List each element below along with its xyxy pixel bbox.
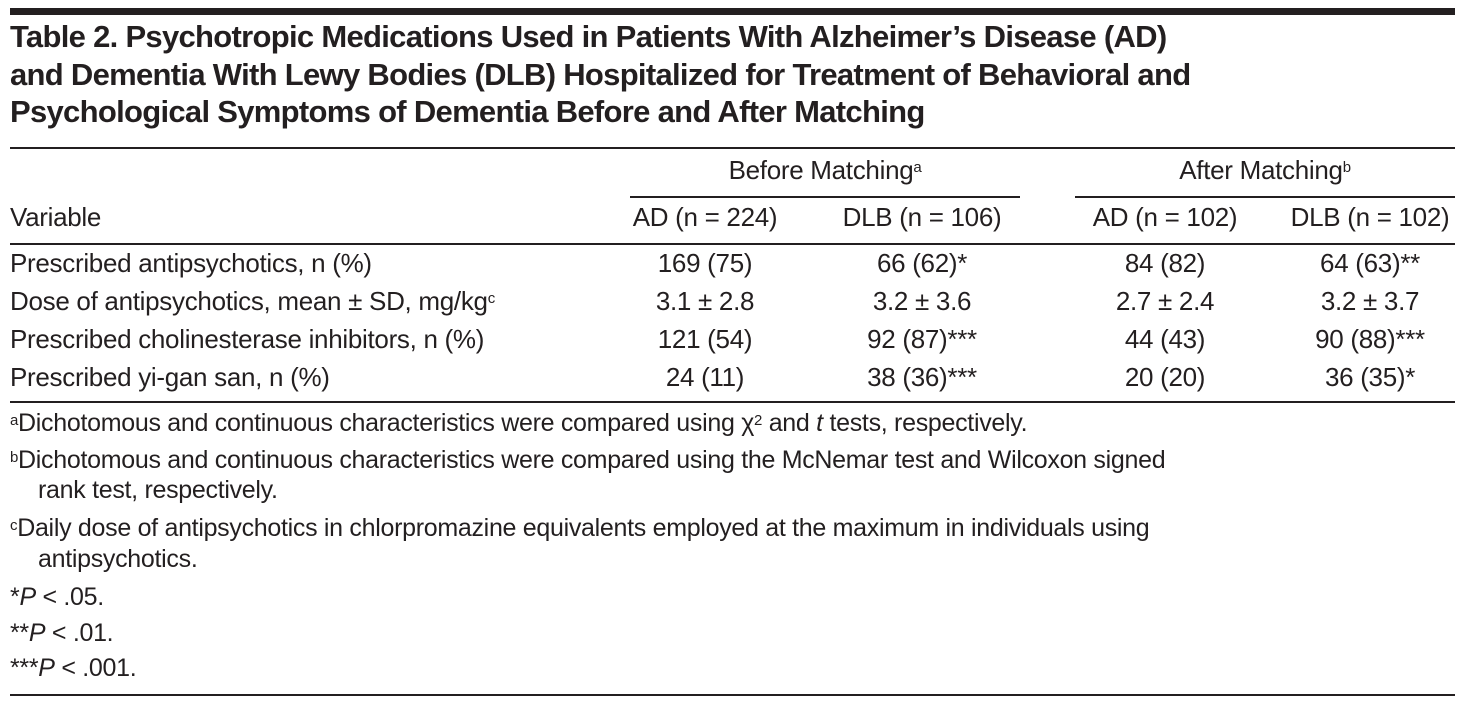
row-label: Dose of antipsychotics, mean ± SD, mg/kg… [10, 286, 495, 316]
title-line: and Dementia With Lewy Bodies (DLB) Hosp… [10, 56, 1191, 92]
table-cell: 84 (82) [1124, 248, 1206, 278]
spanner-before-matching: Before Matchinga [728, 155, 922, 185]
table-cell: 38 (36)*** [867, 362, 977, 392]
footnote-p05: *P < .05. [10, 583, 104, 611]
table-cell: 2.7 ± 2.4 [1115, 286, 1215, 316]
table-cell: 121 (54) [657, 324, 753, 354]
column-header-dlb-after: DLB (n = 102) [1290, 202, 1450, 232]
table-title: Table 2. Psychotropic Medications Used i… [10, 18, 1450, 131]
table-cell: 36 (35)* [1324, 362, 1416, 392]
spanner-rule-before [630, 196, 1020, 198]
footnote-a: aDichotomous and continuous characterist… [10, 409, 1028, 437]
table-cell: 169 (75) [657, 248, 753, 278]
footnote-p001: ***P < .001. [10, 654, 137, 682]
footnote-c-cont: antipsychotics. [38, 545, 198, 573]
column-header-variable: Variable [10, 202, 102, 232]
column-header-ad-before: AD (n = 224) [632, 202, 778, 232]
footnote-p01: **P < .01. [10, 619, 114, 647]
column-header-dlb-before: DLB (n = 106) [842, 202, 1002, 232]
table-cell: 92 (87)*** [867, 324, 977, 354]
column-header-ad-after: AD (n = 102) [1092, 202, 1238, 232]
title-rule [10, 147, 1455, 149]
footnote-c: cDaily dose of antipsychotics in chlorpr… [10, 514, 1150, 542]
row-label: Prescribed antipsychotics, n (%) [10, 248, 372, 278]
table-cell: 3.1 ± 2.8 [655, 286, 755, 316]
spanner-after-matching: After Matchingb [1179, 155, 1351, 185]
table-cell: 66 (62)* [876, 248, 968, 278]
table-cell: 3.2 ± 3.6 [872, 286, 972, 316]
title-line: Table 2. Psychotropic Medications Used i… [10, 19, 1167, 54]
body-bottom-rule [10, 401, 1455, 403]
footnote-b-cont: rank test, respectively. [38, 476, 278, 504]
table-cell: 90 (88)*** [1315, 324, 1425, 354]
table-cell: 64 (63)** [1320, 248, 1420, 278]
row-label: Prescribed cholinesterase inhibitors, n … [10, 324, 485, 354]
row-label: Prescribed yi-gan san, n (%) [10, 362, 330, 392]
top-thick-rule [10, 8, 1455, 15]
bottom-rule [10, 694, 1455, 696]
title-line: Psychological Symptoms of Dementia Befor… [10, 94, 925, 129]
table-cell: 3.2 ± 3.7 [1320, 286, 1420, 316]
header-rule [10, 243, 1455, 245]
table-cell: 24 (11) [665, 362, 745, 392]
table-cell: 44 (43) [1124, 324, 1206, 354]
footnote-b: bDichotomous and continuous characterist… [10, 446, 1166, 474]
table-cell: 20 (20) [1124, 362, 1206, 392]
spanner-rule-after [1075, 196, 1455, 198]
